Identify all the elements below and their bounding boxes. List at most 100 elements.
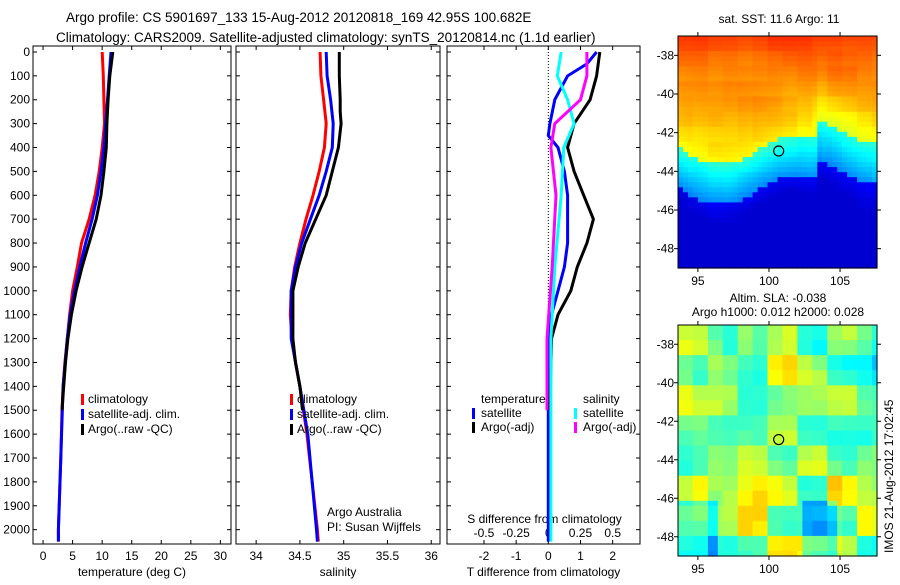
map-cell: [812, 380, 818, 386]
map-cell: [782, 405, 789, 411]
map-cell: [852, 485, 858, 492]
map-cell: [792, 546, 798, 552]
map-cell: [727, 61, 734, 67]
map-cell: [707, 36, 714, 42]
map-cell: [842, 345, 848, 351]
map-cell: [822, 505, 828, 512]
map-cell: [712, 415, 719, 421]
map-cell: [757, 325, 764, 331]
map-cell: [862, 490, 868, 497]
map-cell: [807, 192, 813, 198]
map-cell: [777, 162, 784, 168]
map-cell: [692, 116, 699, 123]
map-cell: [852, 325, 858, 331]
map-cell: [777, 91, 784, 98]
map-cell: [857, 222, 863, 229]
map-cell: [757, 76, 764, 82]
map-cell: [732, 350, 739, 356]
map-cell: [857, 116, 863, 123]
legend-label: climatology: [297, 392, 357, 406]
map-cell: [847, 435, 853, 442]
map-cell: [812, 162, 818, 168]
map-cell: [842, 136, 848, 143]
map-cell: [787, 546, 794, 552]
map-cell: [712, 41, 719, 47]
map-cell: [812, 247, 818, 254]
map-cell: [747, 510, 754, 517]
map-cell: [852, 551, 858, 557]
map-cell: [872, 202, 878, 208]
map-cell: [842, 131, 848, 138]
map-cell: [792, 257, 798, 264]
map-cell: [747, 505, 754, 512]
map-cell: [867, 111, 873, 118]
map-cell: [752, 56, 759, 62]
map-cell: [737, 197, 744, 203]
map-cell: [817, 490, 823, 497]
map-cell: [692, 66, 699, 72]
map-cell: [797, 375, 803, 381]
map-cell: [757, 237, 764, 244]
map-cell: [737, 535, 744, 542]
map-cell: [867, 182, 873, 188]
map-cell: [837, 197, 843, 203]
map-cell: [862, 465, 868, 472]
map-cell: [852, 106, 858, 113]
map-cell: [777, 390, 784, 396]
map-cell: [678, 41, 684, 47]
map-cell: [692, 505, 699, 512]
map-cell: [837, 172, 843, 178]
map-cell: [762, 252, 769, 259]
map-cell: [697, 96, 704, 103]
map-cell: [772, 515, 779, 522]
map-cell: [717, 197, 724, 203]
map-cell: [707, 420, 714, 426]
map-cell: [767, 131, 774, 138]
map-cell: [852, 81, 858, 87]
map-cell: [717, 410, 724, 416]
map-cell: [862, 350, 868, 356]
map-cell: [762, 136, 769, 143]
map-cell: [757, 525, 764, 532]
map-cell: [782, 46, 789, 52]
map-cell: [772, 227, 779, 234]
map-cell: [707, 535, 714, 542]
map-cell: [827, 410, 833, 416]
map-cell: [872, 66, 878, 72]
map-cell: [802, 425, 808, 431]
map-cell: [782, 147, 789, 153]
lon-tick-label: 95: [691, 274, 705, 288]
map-cell: [822, 385, 828, 391]
map-cell: [757, 217, 764, 224]
map-cell: [862, 242, 868, 249]
series-salinity-satellite: [549, 51, 576, 542]
map-cell: [697, 152, 704, 158]
map-cell: [737, 192, 744, 198]
map-cell: [782, 445, 789, 452]
map-cell: [737, 480, 744, 487]
map-cell: [782, 252, 789, 259]
map-cell: [757, 485, 764, 492]
series-argo-raw-qc-: [60, 51, 115, 411]
map-cell: [688, 51, 694, 57]
map-cell: [852, 197, 858, 203]
map-cell: [807, 157, 813, 163]
map-cell: [722, 187, 729, 193]
map-cell: [782, 86, 789, 92]
map-cell: [787, 380, 794, 386]
map-cell: [787, 101, 794, 108]
map-cell: [847, 257, 853, 264]
map-cell: [837, 425, 843, 431]
map-cell: [762, 263, 769, 269]
map-cell: [747, 212, 754, 219]
map-cell: [812, 56, 818, 62]
map-cell: [792, 101, 798, 108]
map-cell: [837, 440, 843, 447]
map-cell: [807, 340, 813, 346]
map-cell: [857, 136, 863, 143]
map-cell: [697, 36, 704, 42]
map-cell: [678, 465, 684, 472]
map-cell: [792, 51, 798, 57]
map-cell: [678, 495, 684, 502]
map-cell: [702, 81, 709, 87]
